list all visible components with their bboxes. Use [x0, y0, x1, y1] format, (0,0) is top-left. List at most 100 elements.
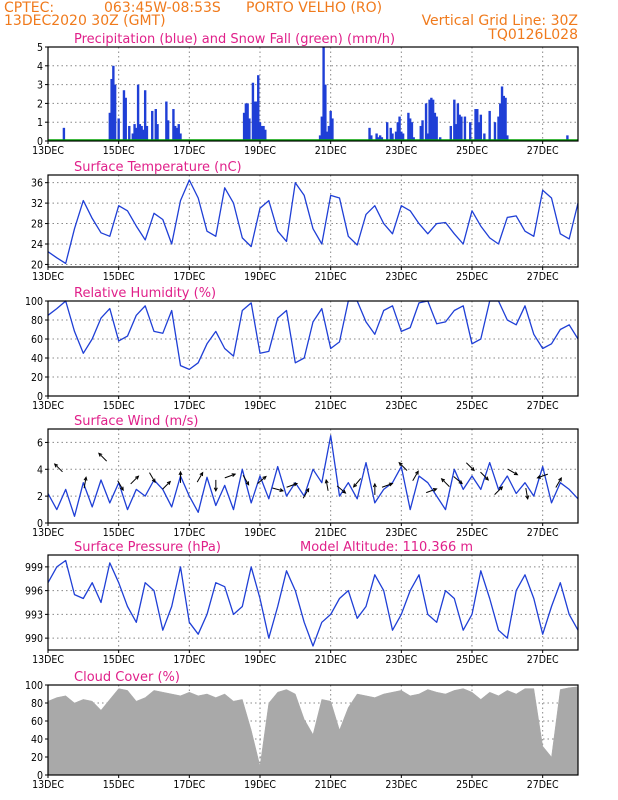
wind-arrow-shaft: [353, 478, 362, 488]
precip-bar: [172, 109, 175, 141]
x-tick-label: 25DEC: [456, 145, 488, 157]
wind-arrow-shaft: [130, 475, 139, 485]
precip-bar: [262, 125, 265, 141]
x-tick-label: 23DEC: [385, 527, 417, 539]
precip-bar: [424, 103, 428, 141]
x-tick-label: 19DEC: [244, 271, 276, 283]
wind-arrow-head: [324, 478, 329, 484]
wind-arrow-head: [279, 488, 285, 492]
x-tick-label: 19DEC: [244, 779, 276, 791]
wind-arrow: [98, 452, 108, 462]
precip-bar: [375, 133, 378, 141]
wind-arrow: [536, 473, 549, 479]
y-tick-label: 990: [25, 633, 43, 645]
x-tick-label: 13DEC: [32, 527, 64, 539]
panel-1: 20 24 28 32 36 13DEC 15DEC 17DEC 19DEC 21DEC 23DEC…: [31, 160, 579, 283]
panel-title: Precipitation (blue) and Snow Fall (gree…: [74, 32, 395, 47]
x-tick-label: 27DEC: [527, 400, 559, 412]
y-tick-label: 40: [31, 734, 43, 746]
wind-arrow-shaft: [286, 483, 298, 488]
wind-arrow: [272, 487, 285, 492]
wind-arrow-head: [262, 475, 267, 480]
precip-bar: [477, 122, 481, 141]
y-tick-label: 28: [31, 219, 43, 231]
precip-bar: [165, 101, 168, 141]
y-tick-label: 40: [31, 353, 43, 365]
x-tick-label: 15DEC: [103, 271, 135, 283]
precip-bar: [324, 84, 327, 141]
y-tick-label: 5: [37, 42, 43, 54]
precip-bar: [463, 116, 467, 141]
wind-arrow: [426, 488, 438, 494]
wind-arrow-shaft: [507, 468, 518, 476]
wind-arrow-shaft: [537, 473, 549, 479]
x-tick-label: 13DEC: [32, 654, 64, 666]
wind-arrow-head: [558, 476, 562, 482]
panel-frame: [47, 554, 579, 651]
precip-bar: [407, 112, 410, 141]
wind-arrow: [324, 478, 329, 491]
precip-bar: [391, 133, 394, 141]
wind-arrow-head: [433, 488, 438, 492]
x-tick-label: 27DEC: [527, 654, 559, 666]
y-tick-label: 999: [25, 562, 43, 574]
precip-bar: [380, 137, 384, 141]
header-org: CPTEC:: [4, 0, 54, 16]
precip-bar: [469, 122, 472, 141]
wind-arrow-head: [98, 452, 103, 457]
wind-arrow-head: [120, 486, 124, 492]
x-tick-label: 21DEC: [315, 779, 347, 791]
precip-bar: [174, 125, 177, 141]
header-datetime: 13DEC2020 30Z (GMT): [4, 13, 166, 29]
wind-arrow-head: [245, 481, 250, 486]
precip-bar: [398, 116, 401, 141]
x-tick-label: 25DEC: [456, 400, 488, 412]
wind-arrow-head: [513, 471, 519, 476]
precip-bar: [454, 124, 458, 141]
header: CPTEC: 063:45W-08:53S PORTO VELHO (RO) 1…: [4, 0, 578, 43]
x-tick-label: 15DEC: [103, 654, 135, 666]
wind-arrow: [398, 461, 408, 471]
panel-frame: [47, 300, 579, 397]
precip-bar: [408, 118, 412, 141]
x-tick-label: 17DEC: [173, 779, 205, 791]
precip-bar: [242, 112, 246, 141]
precip-bar: [322, 47, 325, 141]
wind-arrow-head: [388, 482, 394, 487]
precip-bar: [497, 116, 500, 141]
x-tick-label: 17DEC: [173, 145, 205, 157]
precip-bar: [412, 137, 415, 141]
wind-arrow-head: [83, 476, 88, 481]
wind-arrow-head: [293, 482, 299, 487]
precip-bar: [506, 135, 509, 141]
precip-bar: [502, 95, 505, 141]
wind-arrow-shaft: [162, 481, 171, 490]
wind-arrow: [507, 468, 519, 476]
wind-arrow: [525, 487, 530, 501]
wind-arrow: [53, 463, 63, 473]
wind-arrow-head: [498, 486, 504, 491]
y-tick-label: 20: [31, 372, 43, 384]
wind-arrow-shaft: [555, 477, 562, 488]
x-tick-label: 19DEC: [244, 527, 276, 539]
wind-arrow-shaft: [149, 472, 156, 483]
precip-bar: [368, 127, 371, 141]
x-tick-label: 13DEC: [32, 779, 64, 791]
wind-arrow-shaft: [196, 472, 204, 483]
precip-bar: [131, 133, 134, 141]
precip-bar: [421, 120, 424, 141]
wind-arrow: [286, 482, 299, 488]
precip-bar: [476, 109, 479, 141]
panel-2: 0 20 40 60 80 100 13DEC 15DEC 17DEC 19DEC 21DEC 23D…: [25, 286, 579, 412]
x-tick-label: 27DEC: [527, 145, 559, 157]
precip-bar: [386, 122, 389, 141]
precip-bar: [113, 84, 117, 141]
series-line: [47, 559, 579, 647]
precip-bar: [370, 135, 373, 141]
precip-bar: [449, 125, 452, 141]
x-tick-label: 21DEC: [315, 145, 347, 157]
header-grid-note: Vertical Grid Line: 30Z: [422, 13, 578, 29]
precip-bar: [248, 118, 251, 141]
wind-arrow-shaft: [525, 487, 529, 499]
precip-bar: [493, 122, 497, 141]
